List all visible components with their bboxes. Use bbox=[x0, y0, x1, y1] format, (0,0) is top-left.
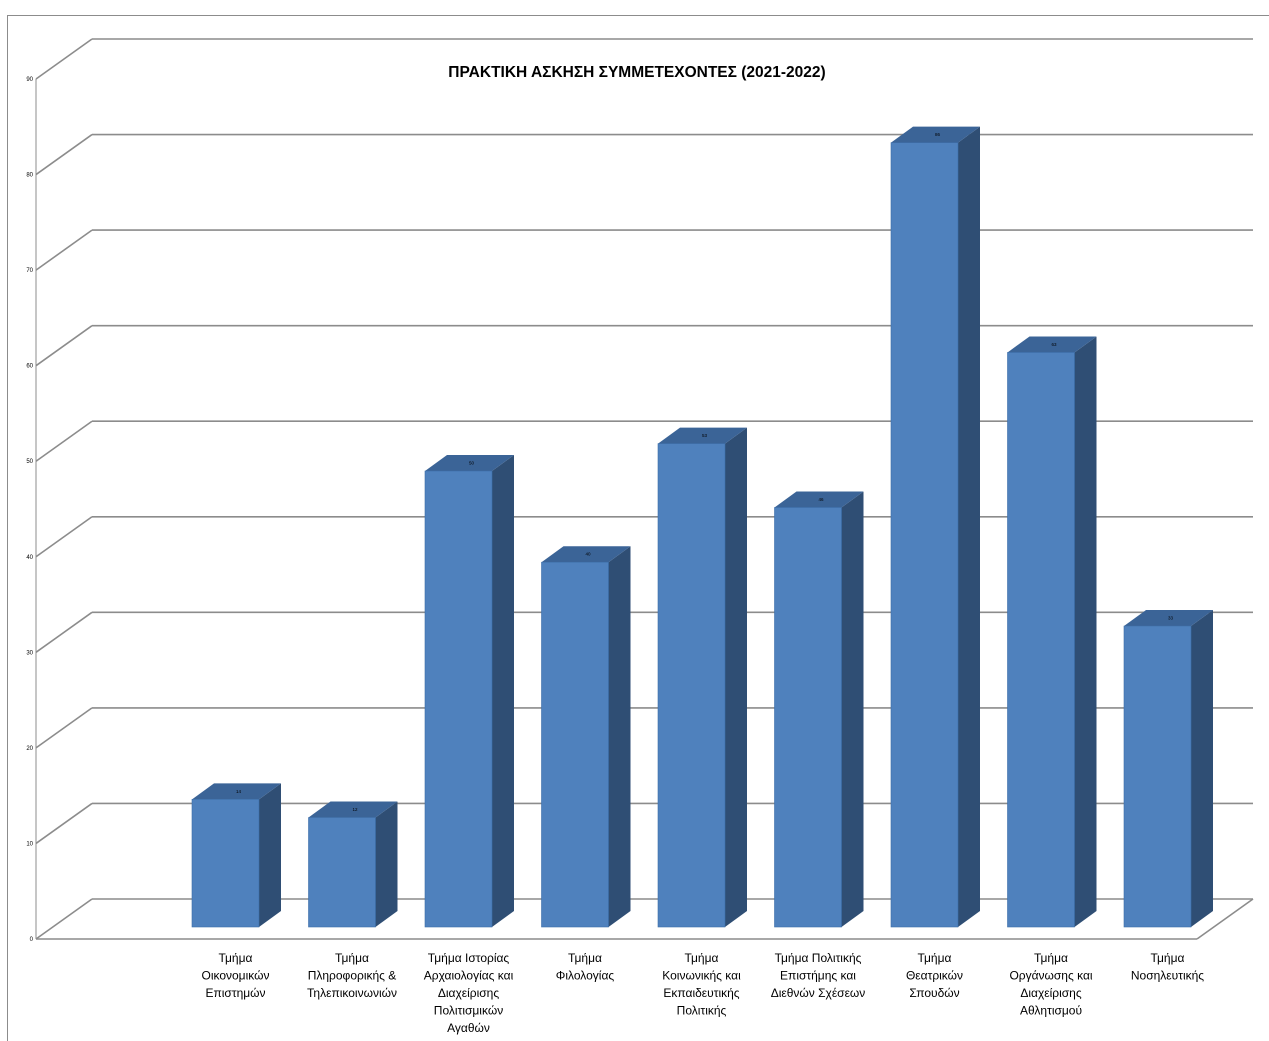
x-category-label: Τμήμα Οικονομικών Επιστημών bbox=[201, 951, 269, 1000]
y-tick-label: 40 bbox=[26, 555, 33, 561]
y-tick-label: 30 bbox=[26, 650, 33, 656]
x-category-label: Τμήμα Θεατρικών Σπουδών bbox=[906, 951, 963, 1000]
bar-data-label: 86 bbox=[935, 132, 941, 137]
chart-frame bbox=[7, 15, 1269, 1041]
bar-top bbox=[658, 427, 747, 444]
x-category-label: Τμήμα Πολιτικής Επιστήμης και Διεθνών Σχέσ… bbox=[771, 951, 866, 1000]
gridline-side bbox=[35, 325, 93, 367]
bar-data-label: 33 bbox=[1168, 616, 1174, 621]
x-axis-categories: Τμήμα Οικονομικών Επιστημών Τμήμα Πληροφορικ… bbox=[201, 951, 1204, 1035]
y-tick-label: 0 bbox=[30, 937, 34, 943]
x-category-label: Τμήμα Κοινωνικής και Εκπαιδευτικής Πολιτική… bbox=[662, 951, 741, 1018]
y-tick-label: 60 bbox=[26, 364, 33, 370]
bar bbox=[1123, 625, 1192, 928]
bar-top bbox=[425, 455, 514, 471]
bar-top bbox=[1007, 336, 1097, 353]
x-category-label: Τμήμα Φιλολογίας bbox=[556, 951, 615, 983]
y-tick-label: 80 bbox=[26, 173, 33, 179]
bar-top bbox=[891, 126, 980, 143]
bar-side bbox=[841, 491, 864, 927]
bar-data-label: 40 bbox=[585, 552, 591, 557]
bar-top bbox=[541, 546, 631, 563]
bar bbox=[308, 817, 376, 928]
gridline-side bbox=[35, 898, 93, 940]
gridline-side bbox=[35, 38, 93, 80]
gridline-side bbox=[35, 516, 93, 558]
bar bbox=[541, 561, 609, 928]
bar-side bbox=[259, 783, 281, 927]
bar bbox=[890, 142, 959, 928]
y-tick-label: 90 bbox=[26, 77, 33, 83]
bar bbox=[657, 443, 726, 928]
x-category-label: Τμήμα Πληροφορικής & Τηλεπικοινωνιών bbox=[307, 951, 397, 1000]
x-category-label: Τμήμα Ιστορίας Αρχαιολογίας και Διαχείριση… bbox=[424, 951, 514, 1035]
bar-data-label: 53 bbox=[702, 433, 708, 438]
gridline-side bbox=[35, 611, 93, 653]
bar-data-label: 14 bbox=[236, 789, 242, 794]
bar-data-label: 50 bbox=[469, 461, 475, 466]
bars: 14 12 50 40 53 46 86 63 33 bbox=[191, 126, 1213, 928]
gridline-side bbox=[35, 707, 93, 749]
y-tick-label: 20 bbox=[26, 746, 33, 752]
bar-top bbox=[1124, 610, 1213, 627]
gridline-side bbox=[35, 229, 93, 271]
gridline-side bbox=[35, 420, 93, 462]
bar bbox=[774, 507, 842, 928]
bar-top bbox=[192, 783, 281, 800]
bar-side bbox=[492, 455, 514, 927]
bar-data-label: 12 bbox=[352, 807, 358, 812]
x-category-label: Τμήμα Νοσηλευτικής bbox=[1131, 951, 1204, 983]
chart-title: ΠΡΑΚΤΙΚΗ ΑΣΚΗΣΗ ΣΥΜΜΕΤΕΧΟΝΤΕΣ (2021-2022… bbox=[448, 64, 825, 81]
x-category-label: Τμήμα Οργάνωσης και Διαχείρισης Αθλητισμού bbox=[1009, 951, 1092, 1018]
bar bbox=[1007, 352, 1075, 928]
y-tick-label: 70 bbox=[26, 268, 33, 274]
bar-side bbox=[958, 126, 980, 928]
bar-data-label: 63 bbox=[1051, 342, 1057, 347]
bar-side bbox=[608, 546, 631, 927]
bar-side bbox=[1074, 336, 1097, 927]
y-tick-label: 50 bbox=[26, 459, 33, 465]
bar bbox=[424, 470, 493, 928]
bar bbox=[191, 799, 260, 928]
bar-side bbox=[375, 801, 398, 927]
gridline-side bbox=[35, 133, 93, 176]
bar-top bbox=[774, 491, 864, 508]
gridline-side bbox=[35, 802, 93, 845]
bar-side bbox=[725, 427, 747, 927]
floor-right-edge bbox=[1196, 898, 1254, 940]
bar-data-label: 46 bbox=[818, 497, 824, 502]
bar-top bbox=[308, 801, 398, 818]
y-tick-label: 10 bbox=[26, 841, 33, 847]
bar-side bbox=[1191, 610, 1213, 927]
y-axis: 0 10 20 30 40 50 60 70 80 90 bbox=[26, 77, 37, 943]
